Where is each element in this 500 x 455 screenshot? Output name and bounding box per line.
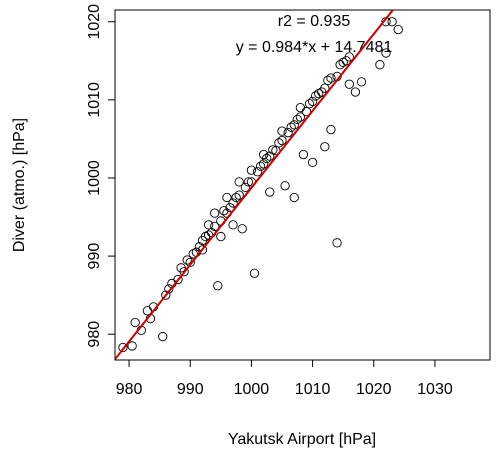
point: [356, 77, 367, 87]
point: [161, 290, 171, 300]
point: [274, 138, 284, 148]
point: [213, 281, 223, 291]
point: [320, 142, 330, 152]
point: [381, 48, 391, 58]
point: [252, 167, 263, 177]
point: [259, 159, 269, 169]
y-tick-label: 1020: [86, 4, 103, 40]
point: [350, 87, 361, 97]
regression-line: [115, 10, 395, 360]
point: [240, 182, 250, 192]
point: [265, 151, 275, 161]
annotation: r2 = 0.935: [278, 13, 351, 30]
point: [173, 274, 183, 285]
point: [344, 79, 354, 89]
point: [237, 224, 247, 234]
point: [323, 75, 333, 85]
point: [127, 341, 137, 351]
point: [326, 73, 336, 83]
point: [130, 317, 140, 328]
point: [289, 120, 299, 130]
point: [222, 192, 232, 203]
point: [304, 99, 315, 109]
x-tick-label: 1010: [295, 381, 331, 398]
point: [231, 192, 241, 203]
point: [203, 220, 214, 230]
point: [298, 149, 309, 160]
point: [307, 96, 318, 107]
point: [295, 112, 306, 122]
point: [228, 198, 238, 208]
point: [277, 126, 287, 136]
point: [375, 60, 385, 70]
point: [246, 165, 257, 175]
point: [289, 192, 299, 203]
point: [393, 24, 403, 35]
point: [292, 114, 302, 125]
x-tick-label: 1030: [417, 381, 453, 398]
point: [332, 238, 342, 248]
x-tick-label: 980: [116, 381, 143, 398]
point: [197, 245, 208, 255]
point: [283, 128, 293, 138]
point: [234, 190, 244, 200]
annotation: y = 0.984*x + 14.7481: [236, 39, 393, 56]
point: [219, 206, 229, 216]
y-tick-label: 1010: [86, 82, 103, 118]
y-tick-label: 1000: [86, 160, 103, 196]
point: [301, 106, 312, 117]
point: [344, 52, 354, 62]
point: [210, 208, 220, 218]
point: [228, 220, 238, 230]
point: [185, 257, 195, 267]
point: [210, 221, 220, 232]
x-tick-label: 1000: [234, 381, 270, 398]
point: [307, 157, 318, 167]
point: [225, 203, 235, 213]
point: [118, 342, 128, 353]
point: [249, 268, 260, 278]
point: [243, 177, 254, 187]
point: [265, 187, 275, 197]
x-tick-label: 1020: [356, 381, 392, 398]
y-axis-label: Diver (atmo.) [hPa]: [11, 118, 28, 252]
point: [158, 331, 168, 342]
point: [255, 161, 266, 171]
point: [216, 231, 226, 242]
point: [286, 122, 296, 132]
point: [182, 255, 192, 265]
point: [295, 103, 306, 113]
point: [326, 124, 336, 135]
point: [320, 83, 330, 93]
point: [277, 135, 287, 146]
y-tick-label: 990: [86, 243, 103, 270]
point: [387, 17, 397, 27]
y-tick-label: 980: [86, 321, 103, 348]
point: [280, 181, 290, 191]
point: [234, 177, 244, 187]
x-axis-label: Yakutsk Airport [hPa]: [228, 431, 376, 448]
point: [262, 153, 272, 164]
plot-box: [114, 9, 491, 361]
point: [179, 267, 189, 277]
x-tick-label: 990: [177, 381, 204, 398]
